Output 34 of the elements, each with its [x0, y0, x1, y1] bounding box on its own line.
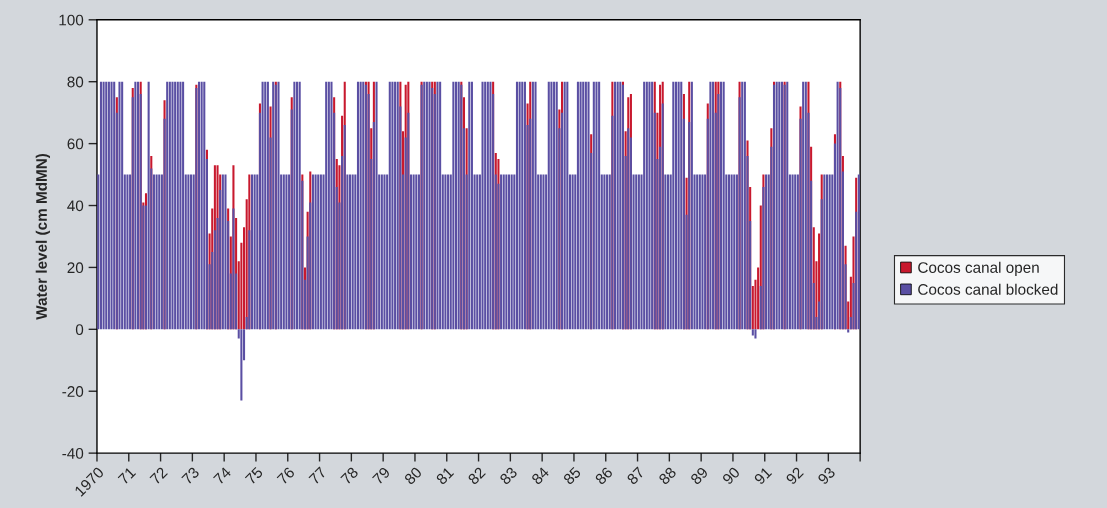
x-tick-label: 74 — [213, 466, 232, 485]
x-tick-label: 77 — [308, 466, 327, 485]
y-tick-label: -20 — [62, 386, 84, 397]
x-tick-label: 93 — [817, 466, 836, 486]
x-tick-label: 87 — [626, 466, 645, 486]
x-tick-label: 78 — [340, 466, 359, 486]
x-tick-label: 83 — [499, 466, 518, 486]
x-tick-label: 79 — [371, 466, 391, 486]
x-tick-label: 88 — [658, 466, 677, 486]
x-tick-label: 76 — [276, 466, 296, 486]
x-tick-label: 82 — [467, 466, 486, 486]
x-tick-label: 92 — [785, 466, 804, 486]
y-tick-label: 100 — [59, 14, 84, 26]
y-tick-label: 80 — [67, 76, 84, 88]
y-tick-label: 60 — [67, 138, 84, 150]
y-tick-label: 0 — [75, 324, 84, 336]
y-tick-label: 20 — [67, 262, 84, 274]
y-tick-label: -40 — [62, 448, 84, 459]
x-tick-label: 91 — [753, 466, 773, 486]
x-tick-label: 89 — [689, 466, 709, 486]
x-tick-label: 73 — [181, 466, 200, 486]
x-tick-label: 75 — [244, 466, 264, 486]
y-tick-label: 40 — [67, 200, 84, 212]
x-tick-label: 71 — [117, 466, 137, 485]
x-tick-label: 86 — [594, 466, 614, 486]
x-tick-label: 80 — [403, 466, 423, 486]
x-tick-label: 90 — [721, 466, 741, 486]
x-tick-label: 85 — [562, 466, 582, 486]
x-tick-label: 84 — [530, 466, 550, 486]
legend-label: Cocos canal blocked — [918, 283, 1058, 295]
legend-label: Cocos canal open — [918, 261, 1039, 276]
x-tick-label: 81 — [435, 466, 455, 486]
x-tick-label: 72 — [149, 466, 168, 485]
y-axis-title: Water level (cm MdMN) — [35, 153, 50, 320]
